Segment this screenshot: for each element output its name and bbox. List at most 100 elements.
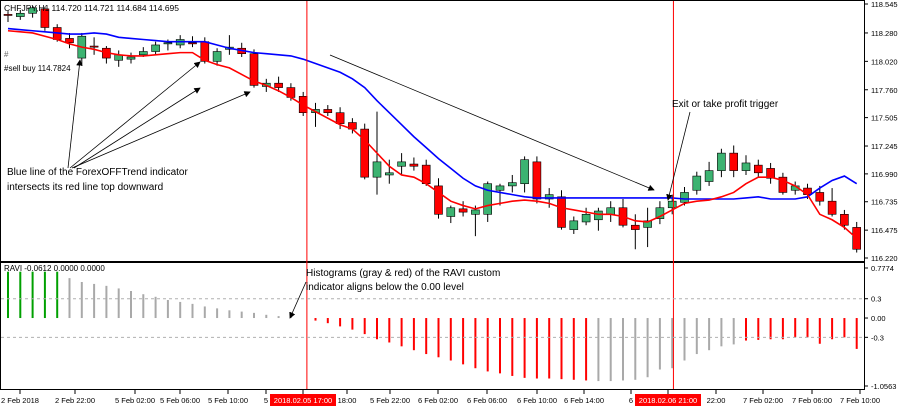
candle-bull [581,214,591,223]
time-tick-label: 7 Feb 02:00 [743,396,783,405]
ravi-histogram [7,271,858,382]
candle-bear [3,14,13,16]
time-tick-label: 5 Feb 06:00 [160,396,200,405]
candle-bear [729,152,739,171]
time-tick-label: 5 Feb 02:00 [115,396,155,405]
candle-bear [89,45,99,48]
candle-bear [532,161,542,200]
candle-bull [446,207,456,217]
candle-bull [212,51,222,62]
order-label: # [4,50,9,59]
candle-bull [741,162,751,171]
annotation-arrow [289,281,307,319]
candle-bull [151,44,160,52]
candle-bear [778,176,788,193]
candle-bull [483,183,493,215]
time-tick-label: 6 Feb 10:00 [517,396,557,405]
candle-bull [704,170,714,182]
price-tick-label: 117.505 [871,114,898,123]
candle-bull [544,194,554,200]
indicator-panel-frame [0,262,865,390]
candle-bull [655,207,665,219]
candle-bear [557,196,566,228]
time-tick-label: 6 [629,396,633,405]
candle-bear [803,187,812,195]
candle-bull [15,12,25,17]
time-tick-label: 2 Feb 22:00 [55,396,95,405]
candle-bull [507,182,517,187]
annotation-histogram-line1: Histograms (gray & red) of the RAVI cust… [306,268,500,279]
time-tick-label: 5 Feb 10:00 [208,396,248,405]
annotation-arrow [329,54,655,191]
annotation-arrow [67,59,83,169]
indicator-lines [7,27,858,239]
candle-bull [680,192,689,203]
time-tick-label: 2018.02.06 21:00 [639,396,697,405]
time-tick-label: 2 Feb 2018 [1,396,39,405]
price-tick-label: 117.760 [871,86,898,95]
annotation-arrows [67,54,691,319]
candle-bear [458,208,468,213]
candle-bear [249,53,259,86]
candle-bull [163,42,173,45]
candle-bear [65,38,74,44]
annotation-arrow [71,91,251,169]
candle-bear [274,82,283,88]
ravi-tick-label: 0.3 [871,295,881,304]
annotation-arrow [73,87,201,169]
candle-bear [409,163,419,167]
ravi-tick-label: -0.3 [871,333,884,342]
time-tick-label: 6 Feb 06:00 [467,396,507,405]
candle-bull [397,161,406,167]
time-tick-label: 18:00 [338,396,357,405]
time-highlight-box [270,394,336,406]
candle-bear [360,128,370,178]
time-tick-label: 6 Feb 14:00 [564,396,604,405]
annotation-blue-cross-line1: Blue line of the ForexOFFTrend indicator [7,167,188,178]
time-tick-label: 2018.02.05 17:00 [274,396,332,405]
candle-bear [434,185,443,215]
candle-bull [372,161,382,178]
candle-bear [827,200,837,215]
time-tick-label: 5 Feb 22:00 [370,396,410,405]
red-line-series [7,29,858,239]
time-tick-label: 6 Feb 02:00 [418,396,458,405]
price-panel-frame [0,0,865,262]
price-tick-label: 117.245 [871,142,898,151]
symbol-info: CHFJPY,H1 114.720 114.721 114.684 114.69… [4,3,179,13]
time-highlight-box [635,394,701,406]
annotation-arrow [666,111,691,201]
price-tick-label: 116.735 [871,198,898,207]
candle-bull [594,210,603,221]
candle-bull [643,220,652,228]
price-tick-label: 118.020 [871,57,898,66]
candlestick-series [3,5,862,253]
candle-bull [569,220,579,230]
candle-bull [717,152,726,171]
candle-bear [815,192,825,202]
candle-bull [495,185,505,191]
vertical-markers [306,1,674,389]
candle-bull [692,175,702,191]
candle-bear [753,164,763,174]
candle-bull [606,207,616,215]
price-tick-label: 116.220 [871,254,898,263]
time-tick-label: 7 Feb 06:00 [792,396,832,405]
candle-bull [126,56,136,60]
annotation-arrow [69,61,201,169]
price-tick-label: 116.475 [871,226,898,235]
price-tick-label: 118.545 [871,0,898,9]
candle-bull [384,172,394,176]
candle-bear [766,168,775,179]
candle-bull [471,209,480,215]
ravi-tick-label: 0.7774 [871,264,894,273]
candle-bear [630,224,640,230]
candle-bull [28,7,37,14]
time-tick-label: 22:00 [707,396,726,405]
buy-label: #sell buy 114.7824 [4,64,71,73]
time-tick-label: 5 [264,396,268,405]
candle-bear [40,8,50,28]
candle-bear [188,42,197,45]
